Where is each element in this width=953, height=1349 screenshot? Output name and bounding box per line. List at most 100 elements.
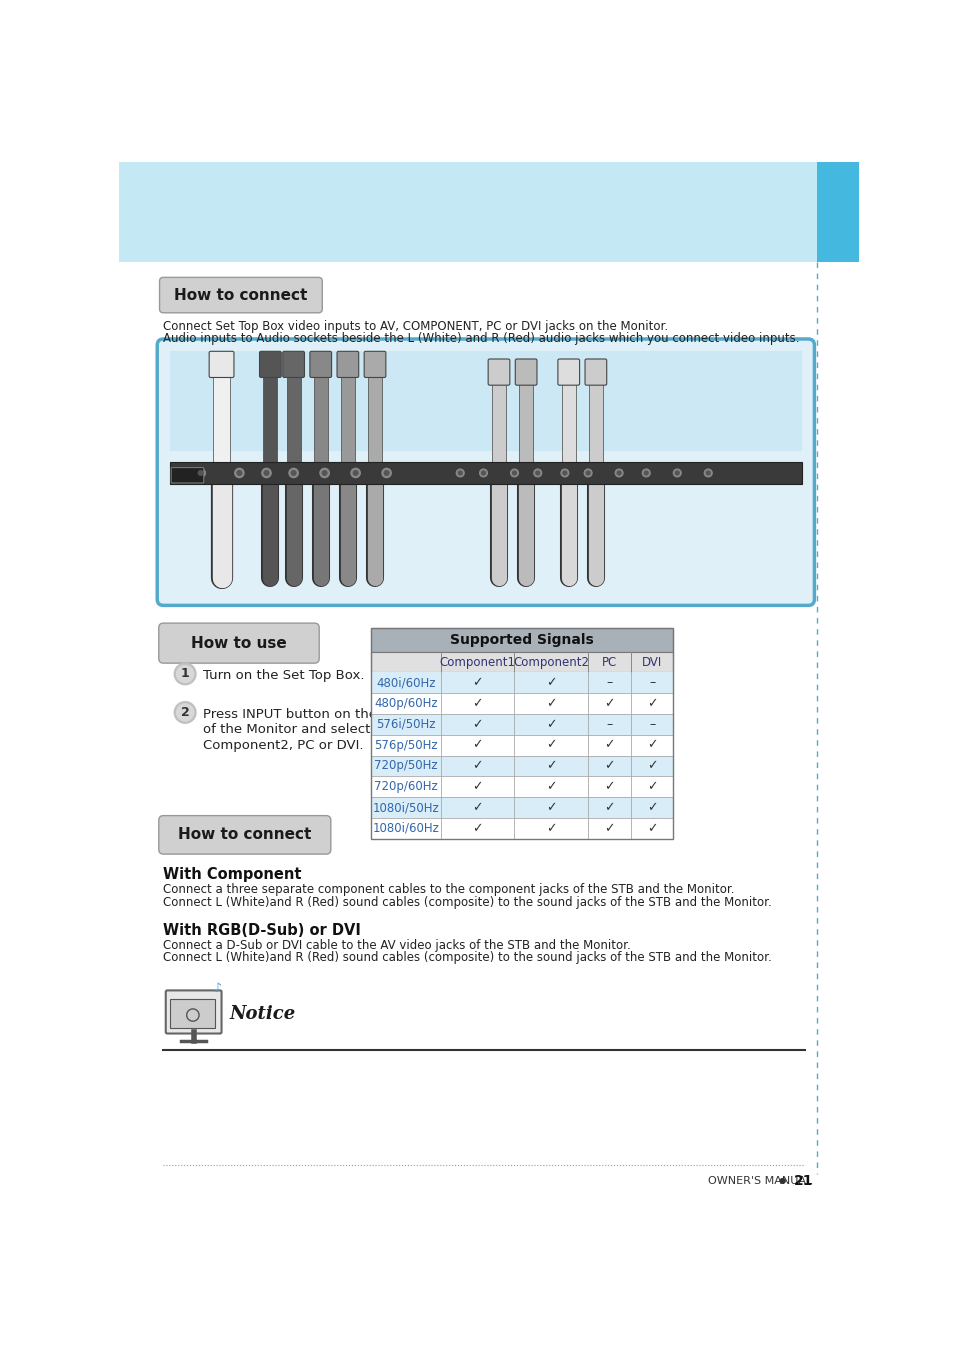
Text: ✓: ✓	[545, 822, 556, 835]
Circle shape	[236, 471, 241, 475]
Bar	[518, 360, 533, 509]
FancyBboxPatch shape	[558, 359, 579, 386]
FancyBboxPatch shape	[209, 351, 233, 378]
Circle shape	[641, 469, 649, 476]
Text: ✓: ✓	[603, 759, 614, 773]
Bar	[371, 797, 673, 817]
Bar	[368, 353, 381, 509]
Text: OWNER'S MANUAL: OWNER'S MANUAL	[707, 1175, 812, 1186]
Bar	[170, 463, 801, 484]
Text: With RGB(D-Sub) or DVI: With RGB(D-Sub) or DVI	[163, 923, 361, 938]
Circle shape	[457, 471, 461, 475]
Bar	[371, 627, 673, 653]
Circle shape	[264, 471, 269, 475]
Text: ✓: ✓	[646, 759, 657, 773]
Text: Supported Signals: Supported Signals	[450, 633, 594, 648]
Text: 1080i/60Hz: 1080i/60Hz	[373, 822, 439, 835]
Text: ✓: ✓	[603, 697, 614, 710]
FancyBboxPatch shape	[584, 359, 606, 386]
Text: Connect a three separate component cables to the component jacks of the STB and : Connect a three separate component cable…	[163, 884, 734, 896]
Text: 576p/50Hz: 576p/50Hz	[374, 739, 437, 751]
Text: ✓: ✓	[603, 739, 614, 751]
Text: Component1: Component1	[439, 656, 516, 669]
Text: PC: PC	[601, 656, 617, 669]
Text: 21: 21	[793, 1174, 812, 1187]
Bar	[371, 755, 673, 776]
Text: ✓: ✓	[603, 780, 614, 793]
Text: ✓: ✓	[646, 697, 657, 710]
Text: ✓: ✓	[646, 780, 657, 793]
Text: 480i/60Hz: 480i/60Hz	[375, 676, 436, 689]
Circle shape	[195, 468, 205, 478]
Text: 720p/60Hz: 720p/60Hz	[374, 780, 437, 793]
Text: ✓: ✓	[472, 759, 482, 773]
Circle shape	[176, 704, 193, 720]
Text: ✓: ✓	[545, 739, 556, 751]
Text: ✓: ✓	[646, 739, 657, 751]
Circle shape	[353, 471, 357, 475]
Text: ✓: ✓	[603, 822, 614, 835]
Bar	[340, 353, 355, 509]
Text: With Component: With Component	[163, 867, 301, 882]
Text: –: –	[606, 718, 612, 731]
Circle shape	[234, 468, 244, 478]
Circle shape	[560, 469, 568, 476]
Text: ✓: ✓	[646, 822, 657, 835]
Circle shape	[562, 471, 566, 475]
Circle shape	[705, 471, 709, 475]
Circle shape	[198, 471, 203, 475]
Circle shape	[615, 469, 622, 476]
Text: ●: ●	[778, 1176, 784, 1184]
Bar	[371, 714, 673, 735]
Text: 480p/60Hz: 480p/60Hz	[374, 697, 437, 710]
Text: ✓: ✓	[472, 718, 482, 731]
Text: Audio inputs to Audio sockets beside the L (White) and R (Red) audio jacks which: Audio inputs to Audio sockets beside the…	[163, 332, 799, 345]
Text: ✓: ✓	[603, 801, 614, 813]
Text: 576i/50Hz: 576i/50Hz	[375, 718, 436, 731]
Circle shape	[479, 469, 487, 476]
Circle shape	[536, 471, 539, 475]
Circle shape	[673, 469, 680, 476]
Text: Connect a D-Sub or DVI cable to the AV video jacks of the STB and the Monitor.: Connect a D-Sub or DVI cable to the AV v…	[163, 939, 631, 952]
FancyBboxPatch shape	[158, 623, 319, 664]
Bar	[371, 776, 673, 797]
Circle shape	[174, 701, 195, 723]
Text: Turn on the Set Top Box.: Turn on the Set Top Box.	[203, 669, 364, 683]
Bar	[371, 653, 673, 672]
Text: ✓: ✓	[545, 780, 556, 793]
Bar	[314, 353, 328, 509]
Text: ✓: ✓	[472, 780, 482, 793]
Circle shape	[643, 471, 647, 475]
Text: 1080i/50Hz: 1080i/50Hz	[373, 801, 439, 813]
Circle shape	[512, 471, 516, 475]
Text: ✓: ✓	[472, 822, 482, 835]
Text: ✓: ✓	[545, 697, 556, 710]
Circle shape	[289, 468, 298, 478]
Text: –: –	[606, 676, 612, 689]
Bar	[371, 735, 673, 755]
Circle shape	[291, 471, 295, 475]
Bar	[588, 360, 602, 509]
Text: 2: 2	[180, 706, 190, 719]
FancyBboxPatch shape	[310, 351, 332, 378]
FancyBboxPatch shape	[488, 359, 509, 386]
Text: ✓: ✓	[545, 801, 556, 813]
Circle shape	[384, 471, 389, 475]
Circle shape	[481, 471, 485, 475]
Bar	[371, 672, 673, 693]
FancyBboxPatch shape	[157, 339, 814, 606]
Bar	[170, 351, 801, 452]
Circle shape	[585, 471, 590, 475]
FancyBboxPatch shape	[171, 468, 204, 483]
Text: How to use: How to use	[191, 635, 287, 650]
Bar	[371, 817, 673, 839]
Bar	[119, 162, 816, 262]
Text: –: –	[648, 676, 655, 689]
Bar	[371, 693, 673, 714]
Text: ✓: ✓	[472, 697, 482, 710]
FancyBboxPatch shape	[282, 351, 304, 378]
Bar	[816, 162, 858, 262]
Circle shape	[675, 471, 679, 475]
Circle shape	[534, 469, 541, 476]
Text: ✓: ✓	[472, 676, 482, 689]
